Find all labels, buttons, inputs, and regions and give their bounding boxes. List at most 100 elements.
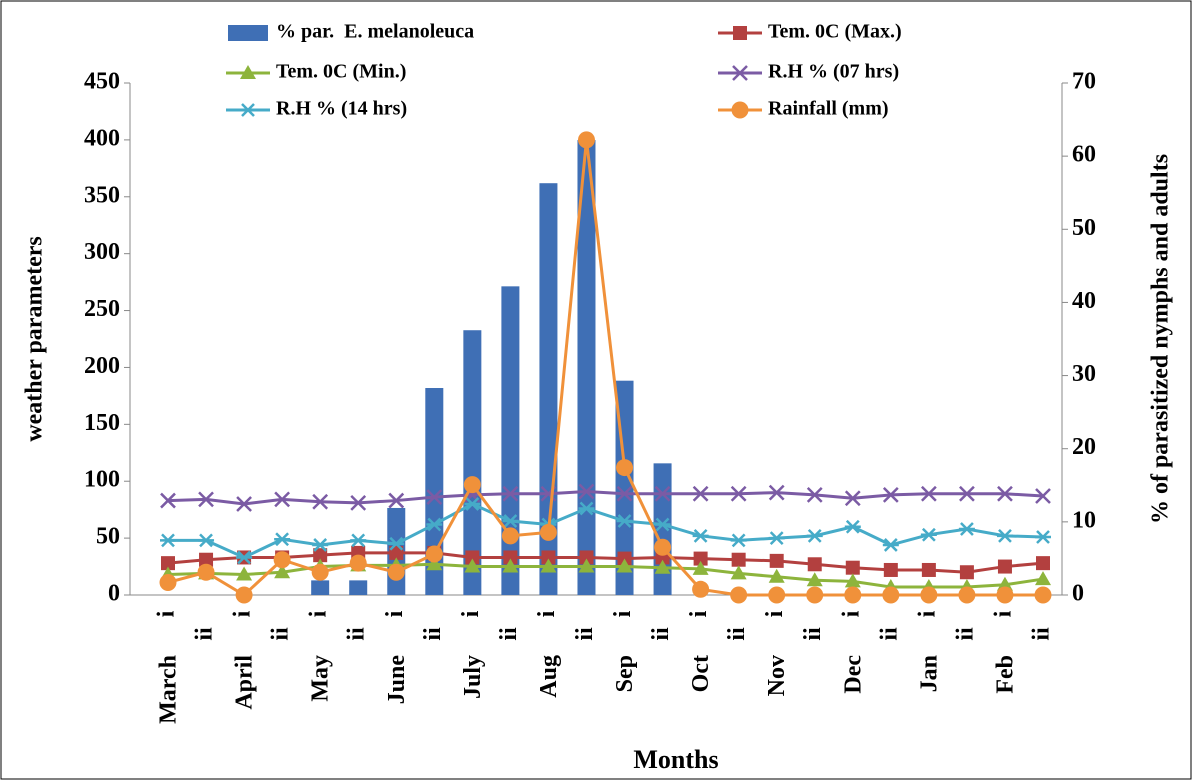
x-tick-label: i — [686, 610, 712, 617]
legend-swatch — [228, 25, 268, 41]
marker — [1035, 488, 1051, 504]
marker — [502, 485, 519, 502]
bar — [501, 286, 520, 595]
month-label: Feb — [992, 655, 1018, 694]
marker — [731, 101, 749, 119]
marker — [997, 559, 1012, 574]
x-tick-label: ii — [344, 627, 370, 641]
line — [167, 489, 1044, 506]
month-label: May — [308, 655, 334, 702]
y-tick-label: 300 — [84, 239, 120, 265]
marker — [920, 485, 937, 502]
marker — [464, 497, 481, 511]
marker — [844, 573, 861, 588]
y-tick-label: 150 — [84, 410, 120, 436]
month-label: July — [460, 655, 486, 699]
marker — [463, 476, 481, 494]
marker — [845, 560, 860, 575]
marker — [996, 576, 1013, 591]
month-label: March — [156, 655, 182, 724]
x-axis-title: Months — [633, 745, 718, 774]
marker — [160, 492, 176, 509]
marker — [1035, 571, 1051, 586]
marker — [882, 586, 900, 604]
y2-tick-label: 0 — [1072, 581, 1084, 607]
marker — [616, 514, 633, 528]
marker — [654, 485, 671, 502]
marker — [350, 494, 367, 511]
marker — [240, 103, 256, 117]
y-tick-label: 400 — [84, 125, 120, 151]
marker — [692, 485, 709, 502]
x-tick-label: ii — [572, 627, 598, 641]
marker — [387, 563, 405, 581]
marker — [313, 548, 328, 563]
y2-tick-label: 30 — [1072, 361, 1096, 387]
marker — [160, 533, 176, 548]
marker — [997, 485, 1013, 502]
marker — [236, 496, 252, 512]
marker — [579, 550, 594, 565]
month-label: June — [384, 655, 410, 705]
marker — [198, 533, 215, 548]
marker — [539, 523, 557, 541]
marker — [920, 527, 937, 542]
marker — [1036, 556, 1050, 571]
marker — [274, 532, 291, 547]
legend-label: Rainfall (mm) — [768, 98, 889, 120]
marker — [197, 563, 215, 581]
x-tick-label: i — [762, 610, 788, 617]
marker — [732, 65, 748, 81]
x-tick-label: i — [610, 610, 636, 617]
x-tick-label: ii — [192, 627, 218, 641]
marker — [844, 490, 861, 507]
marker — [159, 573, 177, 591]
marker — [198, 491, 214, 508]
x-tick-label: i — [914, 610, 940, 617]
x-tick-label: i — [154, 610, 180, 617]
x-tick-label: ii — [1029, 627, 1055, 641]
marker — [274, 491, 291, 508]
marker — [806, 528, 823, 543]
marker — [806, 572, 823, 587]
legend-label: R.H % (14 hrs) — [276, 98, 407, 120]
marker — [844, 519, 861, 534]
marker — [541, 550, 556, 565]
marker — [388, 536, 405, 551]
marker — [731, 552, 746, 567]
marker — [503, 550, 518, 565]
y2-tick-label: 70 — [1072, 69, 1096, 95]
legend-label: Tem. 0C (Max.) — [768, 21, 902, 43]
marker — [312, 538, 329, 552]
month-label: Aug — [536, 655, 562, 698]
x-tick-label: i — [306, 610, 332, 617]
marker — [730, 565, 747, 580]
y-tick-label: 100 — [84, 467, 120, 493]
x-tick-label: ii — [724, 627, 750, 641]
marker — [692, 560, 709, 575]
marker — [1035, 530, 1051, 544]
y-tick-label: 50 — [96, 524, 120, 550]
marker — [996, 528, 1013, 543]
marker — [240, 65, 256, 79]
x-tick-label: i — [990, 610, 1016, 617]
marker — [235, 586, 253, 604]
marker — [464, 558, 481, 573]
marker — [958, 522, 975, 536]
x-tick-label: i — [534, 610, 560, 617]
marker — [1034, 586, 1052, 604]
marker — [426, 556, 443, 571]
month-label: Sep — [612, 655, 638, 692]
marker — [768, 531, 785, 545]
legend-label: Tem. 0C (Min.) — [276, 61, 406, 83]
bar — [349, 580, 368, 595]
legend-label: R.H % (07 hrs) — [768, 61, 899, 83]
marker — [616, 558, 633, 573]
marker — [616, 485, 633, 502]
marker — [654, 517, 671, 532]
marker — [426, 517, 443, 532]
x-tick-label: ii — [420, 627, 446, 641]
bar — [311, 580, 330, 595]
